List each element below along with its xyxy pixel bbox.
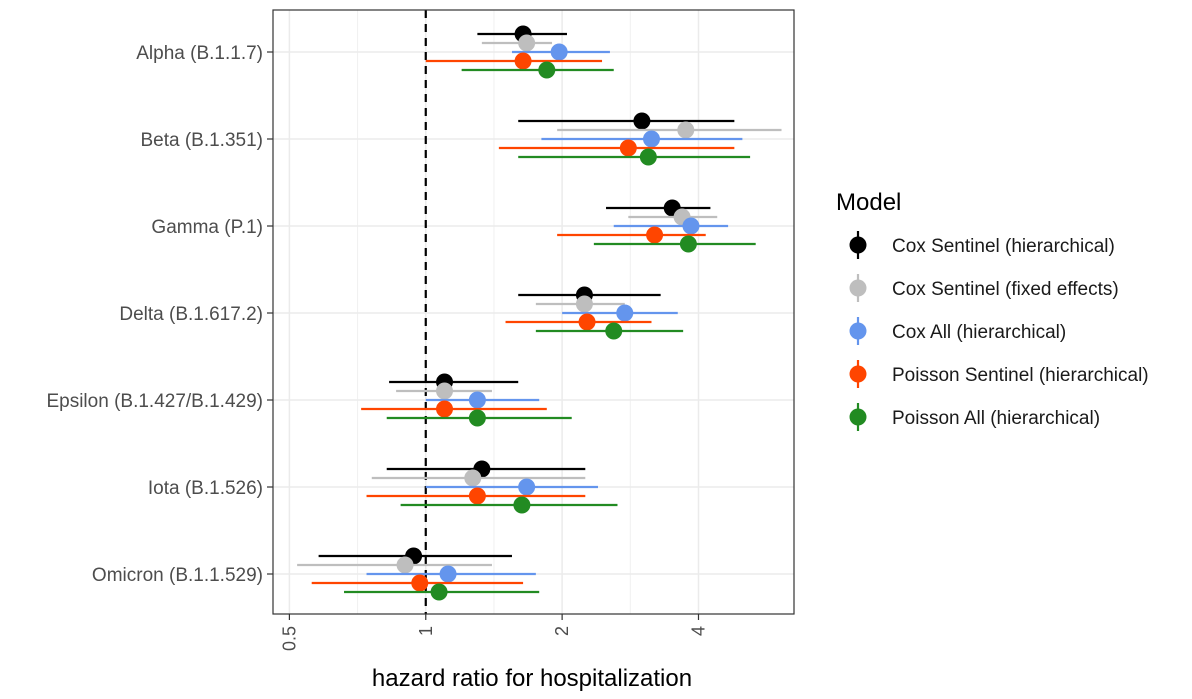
- point-estimate: [396, 556, 414, 574]
- point-estimate: [633, 112, 651, 130]
- marks-layer: [297, 25, 782, 601]
- legend-item: Poisson Sentinel (hierarchical): [849, 360, 1149, 388]
- legend: Model Cox Sentinel (hierarchical)Cox Sen…: [836, 189, 1149, 431]
- legend-item: Poisson All (hierarchical): [849, 403, 1100, 431]
- legend-label: Poisson All (hierarchical): [892, 408, 1100, 429]
- legend-label: Cox Sentinel (fixed effects): [892, 279, 1119, 300]
- legend-item: Cox All (hierarchical): [849, 317, 1066, 345]
- series-group: [297, 34, 782, 574]
- category-label: Delta (B.1.617.2): [119, 304, 263, 325]
- x-tick-label: 2: [552, 626, 572, 636]
- legend-item: Cox Sentinel (hierarchical): [849, 231, 1115, 259]
- point-estimate: [646, 226, 664, 244]
- point-estimate: [578, 313, 596, 331]
- point-estimate: [642, 130, 660, 148]
- x-tick-label: 4: [688, 626, 708, 636]
- legend-key-point: [849, 236, 867, 254]
- point-estimate: [605, 322, 623, 340]
- legend-label: Cox All (hierarchical): [892, 322, 1066, 343]
- point-estimate: [464, 469, 482, 487]
- series-group: [311, 52, 735, 592]
- x-axis-title: hazard ratio for hospitalization: [372, 665, 692, 692]
- axis-layer: 0.5 1 2 4 Alpha (B.1.1.7) Beta (B.1.351) Gamma…: [46, 9, 795, 651]
- point-estimate: [518, 34, 536, 52]
- point-estimate: [514, 52, 532, 70]
- x-tick-label: 0.5: [279, 626, 299, 651]
- legend-label: Poisson Sentinel (hierarchical): [892, 365, 1149, 386]
- series-group: [318, 25, 735, 565]
- legend-key-point: [849, 279, 867, 297]
- series-group: [366, 43, 743, 583]
- legend-item: Cox Sentinel (fixed effects): [849, 274, 1119, 302]
- point-estimate: [679, 235, 697, 253]
- legend-items: Cox Sentinel (hierarchical) Cox Sentinel …: [849, 231, 1149, 431]
- category-label: Iota (B.1.526): [148, 478, 263, 499]
- point-estimate: [550, 43, 568, 61]
- legend-title: Model: [836, 189, 901, 216]
- grid-layer: [273, 10, 794, 614]
- point-estimate: [682, 217, 700, 235]
- legend-key-point: [849, 408, 867, 426]
- point-estimate: [513, 496, 531, 514]
- series-group: [344, 61, 756, 601]
- point-estimate: [436, 382, 454, 400]
- category-label: Beta (B.1.351): [140, 130, 263, 151]
- point-estimate: [619, 139, 637, 157]
- panel-border: [272, 9, 795, 615]
- point-estimate: [468, 409, 486, 427]
- point-estimate: [436, 400, 454, 418]
- legend-label: Cox Sentinel (hierarchical): [892, 236, 1115, 257]
- point-estimate: [411, 574, 429, 592]
- point-estimate: [575, 295, 593, 313]
- point-estimate: [677, 121, 695, 139]
- category-label: Epsilon (B.1.427/B.1.429): [46, 391, 263, 412]
- category-label: Gamma (P.1): [151, 217, 263, 238]
- point-estimate: [639, 148, 657, 166]
- legend-key-point: [849, 365, 867, 383]
- point-estimate: [468, 487, 486, 505]
- point-estimate: [616, 304, 634, 322]
- point-estimate: [468, 391, 486, 409]
- legend-key-point: [849, 322, 867, 340]
- category-label: Omicron (B.1.1.529): [92, 565, 263, 586]
- point-estimate: [439, 565, 457, 583]
- point-estimate: [518, 478, 536, 496]
- point-estimate: [538, 61, 556, 79]
- category-label: Alpha (B.1.1.7): [136, 43, 263, 64]
- point-estimate: [430, 583, 448, 601]
- x-tick-label: 1: [416, 626, 436, 636]
